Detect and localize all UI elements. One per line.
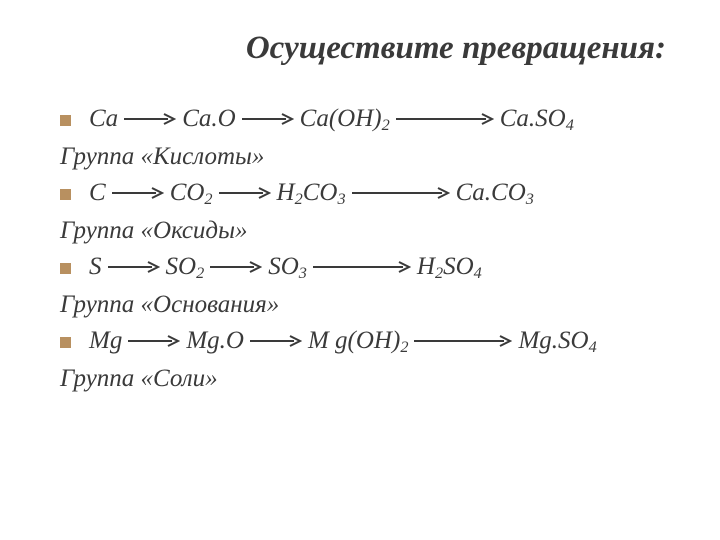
transformation-row: Ca Ca.O Ca(OH)2 Ca.SO4 <box>60 105 670 135</box>
bullet-icon <box>60 337 71 348</box>
group-label: Группа «Соли» <box>60 365 670 393</box>
formula-sequence: Ca Ca.O Ca(OH)2 Ca.SO4 <box>89 105 574 135</box>
transformation-row: Mg Mg.O M g(OH)2 Mg.SO4 <box>60 327 670 357</box>
page-title: Осуществите превращения: <box>60 30 666 67</box>
group-label: Группа «Основания» <box>60 291 670 319</box>
bullet-icon <box>60 189 71 200</box>
bullet-icon <box>60 115 71 126</box>
group-label: Группа «Кислоты» <box>60 143 670 171</box>
content-area: Ca Ca.O Ca(OH)2 Ca.SO4 Группа «Кислоты» C … <box>60 105 670 393</box>
formula-sequence: C CO2 H2CO3 Ca.CO3 <box>89 179 534 209</box>
formula-sequence: Mg Mg.O M g(OH)2 Mg.SO4 <box>89 327 597 357</box>
group-label: Группа «Оксиды» <box>60 217 670 245</box>
bullet-icon <box>60 263 71 274</box>
formula-sequence: S SO2 SO3 H2SO4 <box>89 253 482 283</box>
transformation-row: C CO2 H2CO3 Ca.CO3 <box>60 179 670 209</box>
transformation-row: S SO2 SO3 H2SO4 <box>60 253 670 283</box>
